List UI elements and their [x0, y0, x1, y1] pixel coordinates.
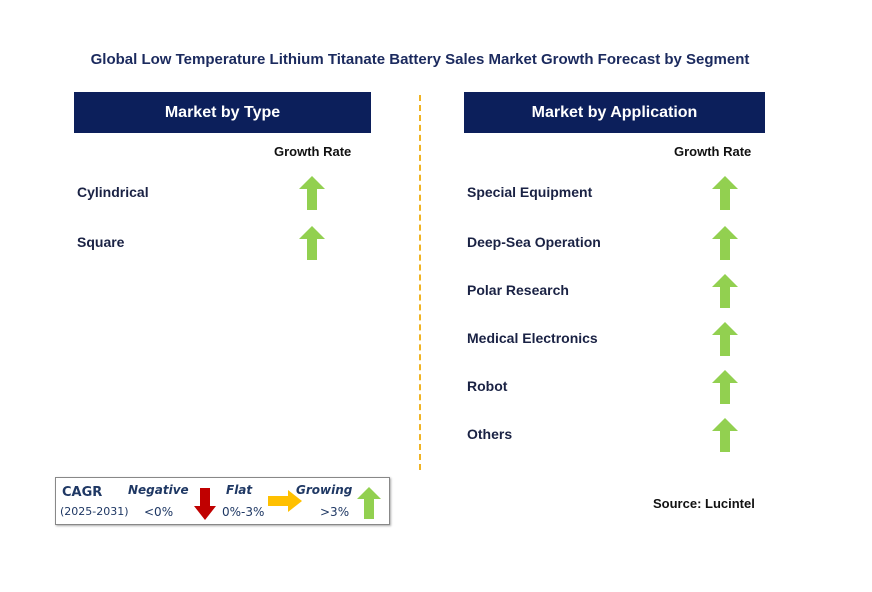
growth-up-arrow-icon — [712, 418, 738, 452]
down-arrow-icon — [194, 488, 216, 520]
segment-label: Deep-Sea Operation — [467, 234, 601, 250]
type-panel-header: Market by Type — [74, 92, 371, 133]
up-arrow-icon — [357, 487, 381, 519]
legend-growing: Growing — [296, 483, 353, 497]
segment-label: Square — [77, 234, 125, 250]
panel-divider — [419, 95, 421, 470]
segment-label: Polar Research — [467, 282, 569, 298]
chart-title: Global Low Temperature Lithium Titanate … — [90, 51, 750, 68]
legend-period: (2025-2031) — [60, 505, 129, 518]
growth-up-arrow-icon — [712, 226, 738, 260]
legend-flat: Flat — [226, 483, 253, 497]
growth-up-arrow-icon — [299, 226, 325, 260]
segment-label: Medical Electronics — [467, 330, 598, 346]
type-growth-rate-header: Growth Rate — [274, 144, 352, 159]
legend-cagr: CAGR — [62, 485, 103, 500]
growth-up-arrow-icon — [712, 322, 738, 356]
segment-label: Cylindrical — [77, 184, 149, 200]
growth-up-arrow-icon — [299, 176, 325, 210]
application-panel-header: Market by Application — [464, 92, 765, 133]
cagr-legend: CAGR (2025-2031) Negative <0% Flat 0%-3%… — [55, 477, 390, 525]
segment-label: Others — [467, 426, 513, 442]
application-growth-rate-header: Growth Rate — [674, 144, 752, 159]
legend-flat-range: 0%-3% — [222, 505, 265, 519]
growth-up-arrow-icon — [712, 176, 738, 210]
segment-label: Robot — [467, 378, 508, 394]
source-label: Source: Lucintel — [653, 496, 755, 511]
growth-up-arrow-icon — [712, 274, 738, 308]
legend-negative: Negative — [128, 483, 189, 497]
segment-label: Special Equipment — [467, 184, 593, 200]
legend-growing-range: >3% — [320, 505, 350, 519]
growth-up-arrow-icon — [712, 370, 738, 404]
right-arrow-icon — [268, 490, 302, 512]
legend-negative-range: <0% — [144, 505, 174, 519]
